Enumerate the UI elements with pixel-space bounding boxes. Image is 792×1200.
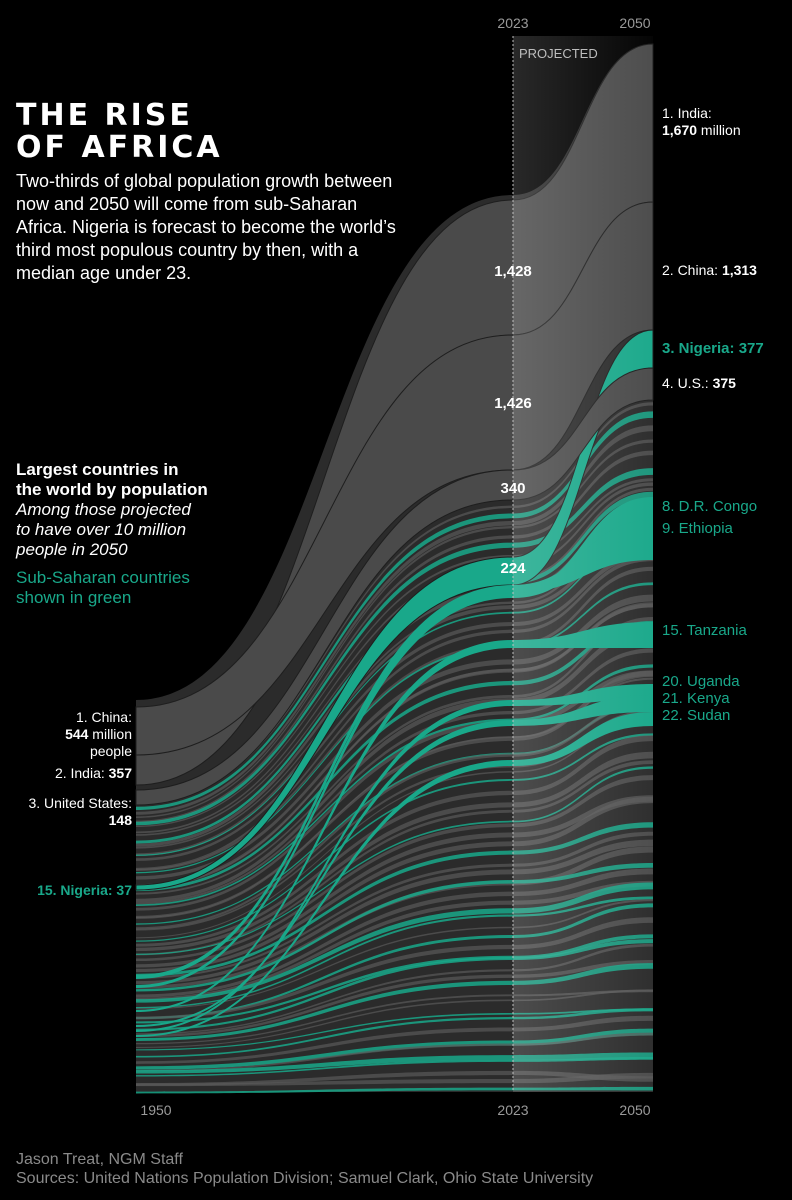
left-label-united-states: 3. United States: (28, 795, 132, 811)
top-tick-2050: 2050 (619, 15, 650, 31)
projected-band (513, 36, 653, 1092)
left-label-united-states: 148 (109, 812, 133, 828)
mid-label-3: 224 (500, 560, 526, 577)
legend: Largest countries in the world by popula… (16, 460, 266, 608)
left-label-china: 544 million (65, 726, 132, 742)
legend-green-line-1: Sub-Saharan countries (16, 568, 190, 587)
right-label-china: 2. China: 1,313 (662, 262, 757, 278)
x-tick-2050: 2050 (619, 1102, 650, 1118)
page-title: THE RISE OF AFRICA (16, 100, 223, 164)
top-tick-2023: 2023 (497, 15, 528, 31)
right-label-d-r-congo: 8. D.R. Congo (662, 498, 757, 515)
title-line-2: OF AFRICA (16, 130, 223, 165)
title-line-1: THE RISE (16, 98, 193, 133)
right-label-ethiopia: 9. Ethiopia (662, 520, 734, 537)
mid-label-2: 340 (500, 480, 525, 497)
right-label-tanzania: 15. Tanzania (662, 622, 747, 639)
legend-title: Largest countries in the world by popula… (16, 460, 266, 500)
projected-label: PROJECTED (519, 46, 598, 61)
legend-subtitle-line-2: to have over 10 million (16, 520, 187, 539)
right-label-india: 1. India: (662, 105, 712, 121)
mid-label-1: 1,426 (494, 395, 532, 412)
left-label-china: 1. China: (76, 709, 132, 725)
label-layer: 1950 2023 2050 2023 2050 PROJECTED 1. China:54… (28, 15, 763, 1118)
right-label-india: 1,670 million (662, 122, 741, 138)
mid-label-0: 1,428 (494, 263, 532, 280)
legend-subtitle-line-3: people in 2050 (16, 540, 128, 559)
credit-author: Jason Treat, NGM Staff (16, 1151, 183, 1168)
legend-subtitle-line-1: Among those projected (16, 500, 191, 519)
x-tick-2023: 2023 (497, 1102, 528, 1118)
legend-title-line-2: the world by population (16, 480, 208, 499)
right-label-uganda: 20. Uganda (662, 673, 740, 690)
left-label-india: 2. India: 357 (55, 765, 132, 781)
intro-text: Two-thirds of global population growth b… (16, 171, 396, 283)
right-label-sudan: 22. Sudan (662, 707, 730, 724)
legend-subtitle: Among those projected to have over 10 mi… (16, 500, 266, 560)
right-label-us: 4. U.S.: 375 (662, 375, 736, 391)
left-label-china: people (90, 743, 132, 759)
right-label-kenya: 21. Kenya (662, 690, 730, 707)
x-tick-1950: 1950 (140, 1102, 171, 1118)
credit: Jason Treat, NGM Staff Sources: United N… (16, 1150, 593, 1188)
legend-green-line-2: shown in green (16, 588, 132, 607)
left-label-nigeria: 15. Nigeria: 37 (37, 882, 132, 898)
legend-green-note: Sub-Saharan countries shown in green (16, 568, 266, 608)
right-label-nigeria: 3. Nigeria: 377 (662, 340, 764, 357)
credit-sources: Sources: United Nations Population Divis… (16, 1170, 594, 1187)
legend-title-line-1: Largest countries in (16, 460, 179, 479)
